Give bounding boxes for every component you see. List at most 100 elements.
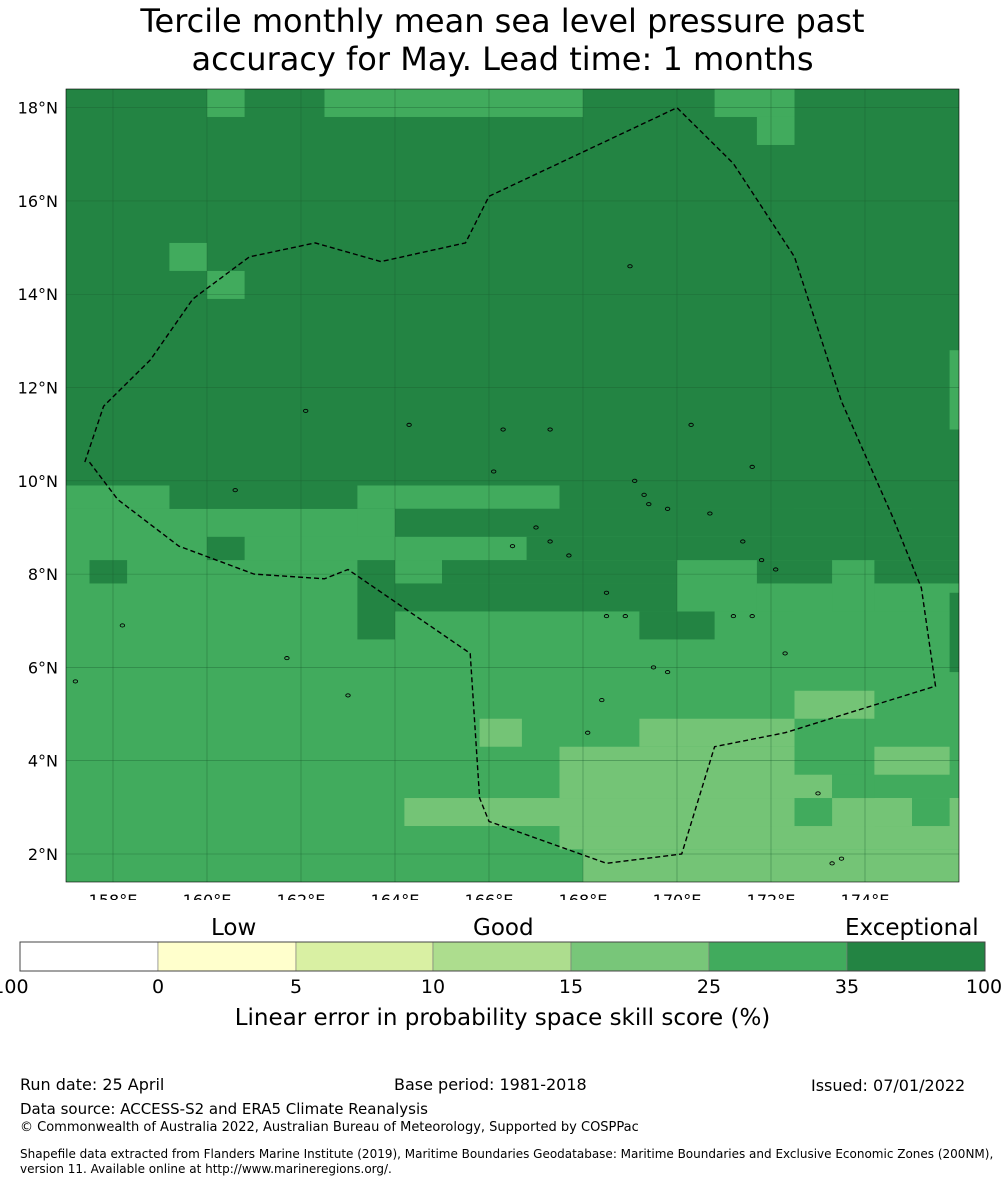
skill-cell xyxy=(677,560,757,612)
island-outline xyxy=(707,511,713,516)
island-outline xyxy=(284,656,290,661)
colorbar-segment xyxy=(708,941,848,972)
skill-cell xyxy=(714,89,795,117)
colorbar-tick: 15 xyxy=(558,976,584,998)
colorbar-tick: 100 xyxy=(965,976,1003,998)
colorbar-segment xyxy=(570,941,710,972)
island-outline xyxy=(72,679,79,684)
colorbar-segment xyxy=(432,941,572,972)
latitude-labels: 18°N 16°N 14°N 12°N 10°N 8°N 6°N 4°N 2°N xyxy=(18,99,58,864)
island-outline xyxy=(838,856,845,861)
longitude-tick-label: 170°E xyxy=(653,891,702,900)
issued-date: Issued: 07/01/2022 xyxy=(811,1076,966,1095)
colorbar-tick: 35 xyxy=(834,976,860,998)
island-outline xyxy=(815,791,821,796)
title-line-1: Tercile monthly mean sea level pressure … xyxy=(140,2,865,40)
island-outlines xyxy=(72,264,845,866)
latitude-tick-label: 10°N xyxy=(18,472,58,491)
skill-map: 18°N 16°N 14°N 12°N 10°N 8°N 6°N 4°N 2°N 158°E 16… xyxy=(18,88,960,900)
colorbar-frame xyxy=(19,941,986,972)
chart-title: Tercile monthly mean sea level pressure … xyxy=(0,2,1005,78)
skill-cell xyxy=(874,798,912,827)
longitude-tick-label: 172°E xyxy=(747,891,796,900)
longitude-tick-label: 168°E xyxy=(559,891,608,900)
colorbar-segments xyxy=(19,941,986,972)
skill-cell xyxy=(89,560,128,584)
colorbar-tick: 25 xyxy=(696,976,722,998)
island-outline xyxy=(603,590,610,595)
shapefile-credit-line-1: Shapefile data extracted from Flanders M… xyxy=(20,1147,994,1161)
latitude-tick-label: 18°N xyxy=(18,99,58,118)
island-outline xyxy=(740,539,746,544)
longitude-tick-label: 174°E xyxy=(841,891,890,900)
island-outline xyxy=(603,614,610,619)
colorbar-word-good: Good xyxy=(473,915,534,941)
skill-cell xyxy=(169,242,207,271)
colorbar-tick: 0 xyxy=(151,976,165,998)
skill-cell xyxy=(207,536,245,561)
colorbar-word-exceptional: Exceptional xyxy=(845,915,979,941)
island-outline xyxy=(650,665,657,670)
latitude-tick-label: 8°N xyxy=(28,565,58,584)
skill-cell xyxy=(357,485,560,509)
skill-cell xyxy=(244,536,527,561)
island-outline xyxy=(664,506,671,511)
latitude-tick-label: 16°N xyxy=(18,192,58,211)
skill-cell xyxy=(756,116,795,145)
latitude-tick-label: 6°N xyxy=(28,658,58,677)
skill-cell xyxy=(559,583,677,612)
latitude-tick-label: 12°N xyxy=(18,379,58,398)
skill-cell xyxy=(794,690,875,719)
colorbar-segment xyxy=(157,941,297,972)
island-outline xyxy=(782,651,788,656)
island-outline xyxy=(829,861,835,866)
island-outline xyxy=(119,623,126,628)
skill-cell xyxy=(207,270,245,299)
colorbar-tick: 10 xyxy=(420,976,446,998)
skill-cell xyxy=(479,718,522,747)
island-outline xyxy=(632,478,638,483)
island-outline xyxy=(730,614,737,619)
island-outline xyxy=(303,408,309,413)
skill-cells xyxy=(66,89,959,882)
map-frame xyxy=(65,88,960,883)
skill-cell xyxy=(912,798,950,827)
skill-cell xyxy=(949,592,959,673)
island-outline xyxy=(664,670,671,675)
eez-boundary-line xyxy=(84,106,937,865)
island-outline xyxy=(547,539,553,544)
island-outline xyxy=(627,264,633,269)
skill-cell xyxy=(559,826,959,850)
island-outline xyxy=(566,553,572,558)
skill-cell xyxy=(756,583,795,612)
longitude-tick-label: 166°E xyxy=(465,891,514,900)
colorbar-tick: -100 xyxy=(0,976,29,998)
longitude-tick-label: 160°E xyxy=(183,891,232,900)
latitude-tick-label: 2°N xyxy=(28,845,58,864)
island-outline xyxy=(646,502,652,507)
island-outline xyxy=(232,488,238,493)
skill-cell xyxy=(66,485,170,509)
island-outline xyxy=(749,614,755,619)
island-outline xyxy=(773,567,779,572)
latitude-tick-label: 14°N xyxy=(18,285,58,304)
island-outline xyxy=(509,544,516,549)
skill-cell xyxy=(874,583,950,612)
island-outline xyxy=(758,558,765,563)
island-outline xyxy=(547,427,553,432)
skill-cell xyxy=(395,583,560,612)
skill-cell xyxy=(794,798,833,827)
graticule xyxy=(66,89,959,882)
skill-cell xyxy=(949,350,959,430)
island-outline xyxy=(500,427,506,432)
colorbar-tick: 5 xyxy=(289,976,303,998)
colorbar-segment xyxy=(19,941,159,972)
colorbar-segment xyxy=(295,941,434,972)
longitude-tick-label: 158°E xyxy=(89,891,138,900)
island-outline xyxy=(688,422,694,427)
island-outline xyxy=(749,464,755,469)
island-outline xyxy=(585,730,591,735)
island-outline xyxy=(622,614,628,619)
longitude-tick-label: 162°E xyxy=(277,891,326,900)
base-period: Base period: 1981-2018 xyxy=(394,1075,587,1094)
